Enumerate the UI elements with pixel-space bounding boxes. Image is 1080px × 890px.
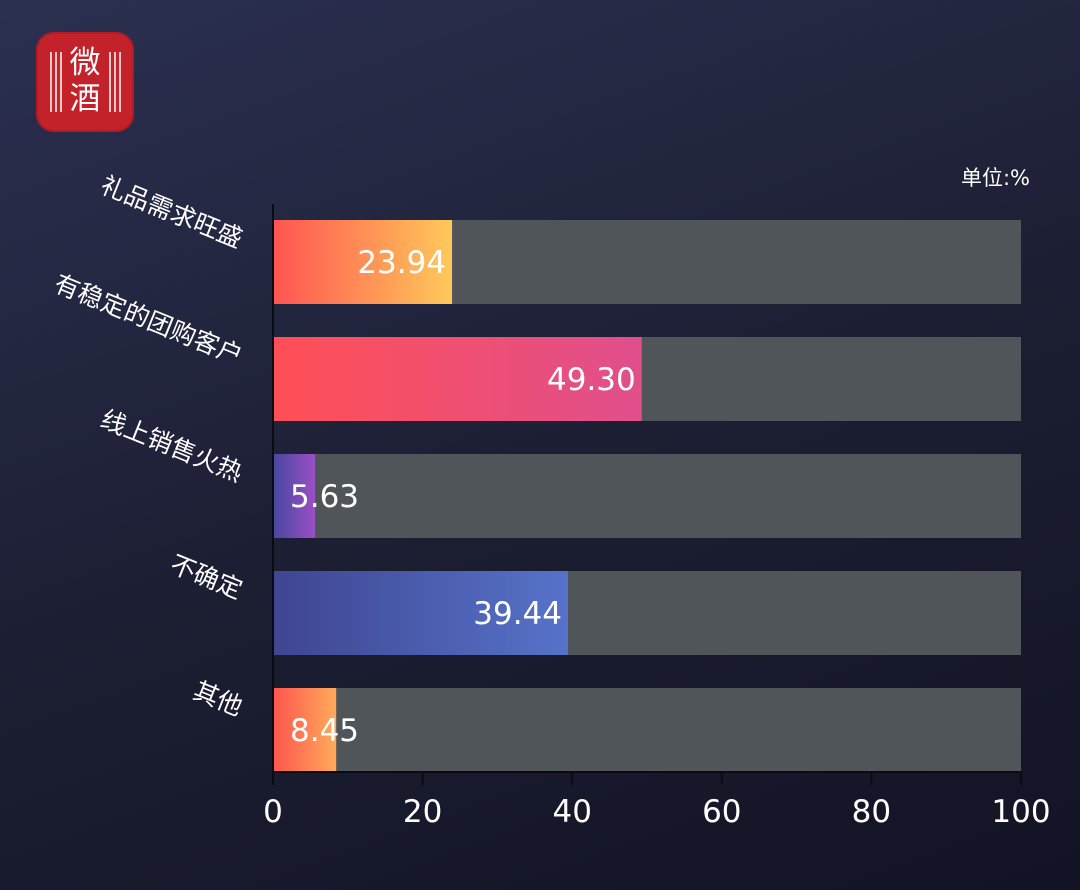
bar	[273, 571, 569, 655]
logo-char-1: 微	[69, 45, 101, 81]
category-label: 其他	[189, 676, 246, 722]
bar-value-label: 5.63	[290, 479, 359, 515]
logo-char-2: 酒	[69, 81, 101, 117]
bar	[273, 454, 316, 538]
axes	[272, 204, 1022, 785]
logo-line	[119, 52, 121, 112]
bar-value-label: 39.44	[473, 596, 562, 632]
x-tick-label: 80	[852, 794, 891, 830]
logo-line	[50, 52, 52, 112]
unit-label: 单位:%	[960, 166, 1030, 190]
logo-line	[55, 52, 57, 112]
logo-line	[60, 52, 62, 112]
logo-line	[109, 52, 111, 112]
logo-line	[114, 52, 116, 112]
category-label: 礼品需求旺盛	[97, 170, 247, 253]
x-tick-label: 100	[991, 794, 1050, 830]
bar	[273, 688, 337, 772]
x-tick-label: 40	[552, 794, 591, 830]
bar-track	[273, 688, 1021, 772]
bar-value-label: 49.30	[547, 362, 636, 398]
brand-logo: 微 酒	[36, 32, 134, 132]
x-tick-label: 0	[263, 794, 283, 830]
x-tick-label: 20	[403, 794, 442, 830]
x-tick-label: 60	[702, 794, 741, 830]
category-label: 不确定	[166, 550, 246, 605]
bar-track	[273, 454, 1021, 538]
category-label: 有稳定的团购客户	[50, 269, 246, 371]
bar-value-label: 23.94	[357, 245, 446, 281]
category-label: 线上销售火热	[97, 404, 247, 487]
bar-value-label: 8.45	[290, 713, 359, 749]
bar	[273, 337, 642, 421]
bar	[273, 220, 453, 304]
bars	[273, 220, 642, 772]
